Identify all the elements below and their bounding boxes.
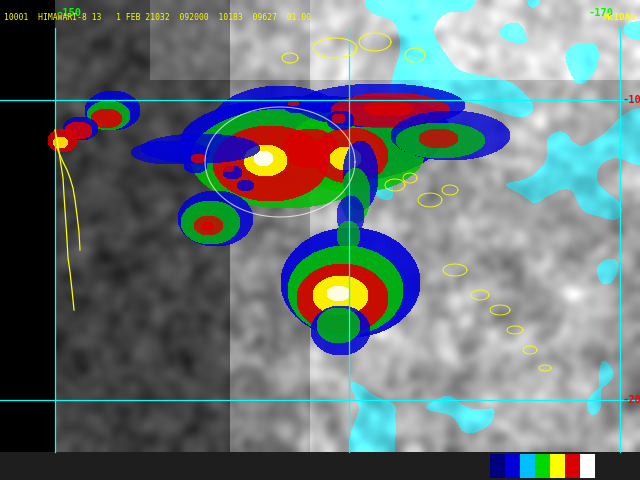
Text: -10: -10 — [622, 95, 640, 105]
Text: -150: -150 — [57, 8, 82, 18]
Text: 10001  HIMAWARI-8 13   1 FEB 21032  092000  10183  09627  01.00: 10001 HIMAWARI-8 13 1 FEB 21032 092000 1… — [4, 13, 311, 23]
Text: -20: -20 — [622, 395, 640, 405]
Text: McIDAS: McIDAS — [604, 13, 636, 23]
Text: -170: -170 — [588, 8, 613, 18]
